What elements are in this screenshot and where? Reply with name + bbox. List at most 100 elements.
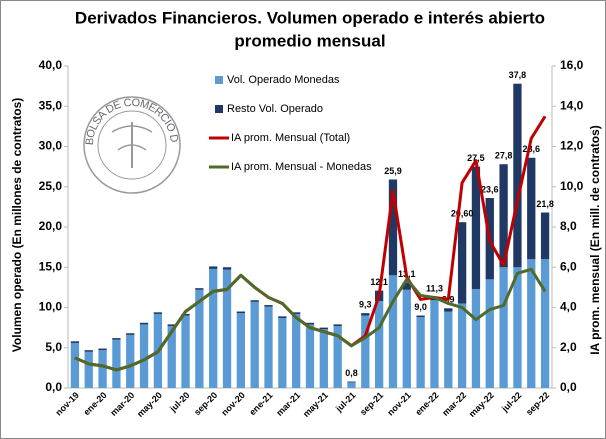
bar: [84, 350, 93, 352]
bar: [84, 351, 93, 388]
bar: [305, 322, 315, 325]
bar: [527, 157, 536, 260]
logo-ring: [97, 110, 167, 180]
bar: [347, 381, 356, 383]
legend-label: IA prom. Mensual (Total): [231, 132, 350, 144]
bar: [236, 313, 246, 388]
bar: [388, 275, 398, 388]
bar: [444, 308, 453, 312]
y2-tick-label: 6,0: [560, 259, 577, 273]
bar: [126, 334, 135, 388]
y2-tick-label: 4,0: [560, 300, 577, 314]
bar: [319, 327, 328, 330]
bar: [416, 315, 425, 318]
bar: [153, 312, 163, 314]
bar: [264, 305, 273, 307]
logo-ring: [83, 96, 181, 194]
y2-tick-label: 0,0: [560, 380, 577, 394]
bar: [333, 324, 342, 327]
data-label: 28,6: [522, 144, 540, 154]
y-tick-label: 15,0: [39, 259, 63, 273]
y-tick-label: 20,0: [39, 219, 63, 233]
bar: [181, 313, 190, 316]
bar: [209, 266, 218, 269]
bar: [278, 317, 287, 388]
bar: [70, 341, 80, 343]
bar: [195, 289, 204, 388]
data-label: 12,1: [370, 277, 388, 287]
data-label: 9,3: [359, 300, 372, 310]
bar: [126, 333, 135, 335]
y-tick-label: 25,0: [39, 179, 63, 193]
bar: [457, 222, 467, 304]
bar: [430, 300, 439, 388]
legend-label: IA prom. Mensual - Monedas: [231, 161, 372, 173]
y2-tick-label: 12,0: [560, 139, 584, 153]
bar: [402, 282, 411, 290]
bar: [112, 338, 121, 340]
bar: [250, 301, 259, 388]
bar: [112, 339, 121, 388]
y-tick-label: 5,0: [45, 340, 62, 354]
bar: [195, 288, 204, 290]
bar: [457, 303, 467, 388]
bar: [292, 313, 301, 388]
bar: [98, 348, 107, 351]
bar: [540, 259, 550, 388]
data-label: 21,8: [536, 199, 554, 209]
data-label: 25,9: [384, 166, 402, 176]
bar: [402, 289, 411, 388]
bar: [209, 268, 218, 388]
y2-tick-label: 14,0: [560, 98, 584, 112]
bar: [264, 306, 273, 388]
data-label: 23,6: [481, 184, 499, 194]
data-label: 0,8: [345, 368, 358, 378]
legend-label: Vol. Operado Monedas: [227, 74, 340, 86]
bar: [167, 324, 176, 327]
bar: [513, 83, 522, 268]
bar: [278, 316, 287, 318]
bar: [540, 212, 550, 260]
y2-tick-label: 2,0: [560, 340, 577, 354]
data-label: 20,60: [451, 209, 474, 219]
y2-tick-label: 10,0: [560, 179, 584, 193]
y-tick-label: 10,0: [39, 300, 63, 314]
bar: [333, 326, 342, 388]
bar: [139, 324, 149, 388]
bar: [222, 267, 232, 270]
bar: [499, 164, 508, 268]
bar: [305, 324, 315, 388]
bar: [181, 315, 190, 388]
y-axis-title: Volumen operado (En millones de contrato…: [10, 98, 24, 352]
bar: [471, 166, 481, 289]
bar: [513, 267, 522, 388]
bar: [70, 342, 80, 388]
bar: [222, 269, 232, 388]
legend-swatch: [215, 105, 223, 113]
bar: [527, 259, 536, 388]
bar: [499, 267, 508, 388]
data-label: 11,3: [426, 283, 443, 293]
bar: [139, 322, 149, 325]
bar: [167, 326, 176, 388]
chart-title: Derivados Financieros. Volumen operado e…: [75, 8, 545, 27]
y2-tick-label: 16,0: [560, 58, 584, 72]
data-label: 9,0: [414, 302, 427, 312]
bar: [319, 329, 328, 388]
chart-title: promedio mensual: [234, 31, 385, 50]
data-label: 27,5: [467, 153, 485, 163]
bar: [236, 311, 246, 314]
bar: [444, 311, 453, 388]
bar: [361, 313, 370, 316]
y2-axis-title: IA prom. mensual (En mill. de contratos): [588, 125, 602, 355]
legend-swatch: [215, 76, 223, 84]
y-tick-label: 40,0: [39, 58, 63, 72]
bar: [388, 179, 398, 276]
bar: [98, 350, 107, 388]
legend-label: Resto Vol. Operado: [227, 103, 323, 115]
bar: [471, 288, 481, 388]
y-tick-label: 30,0: [39, 139, 63, 153]
data-label: 37,8: [509, 70, 527, 80]
bar: [361, 315, 370, 388]
